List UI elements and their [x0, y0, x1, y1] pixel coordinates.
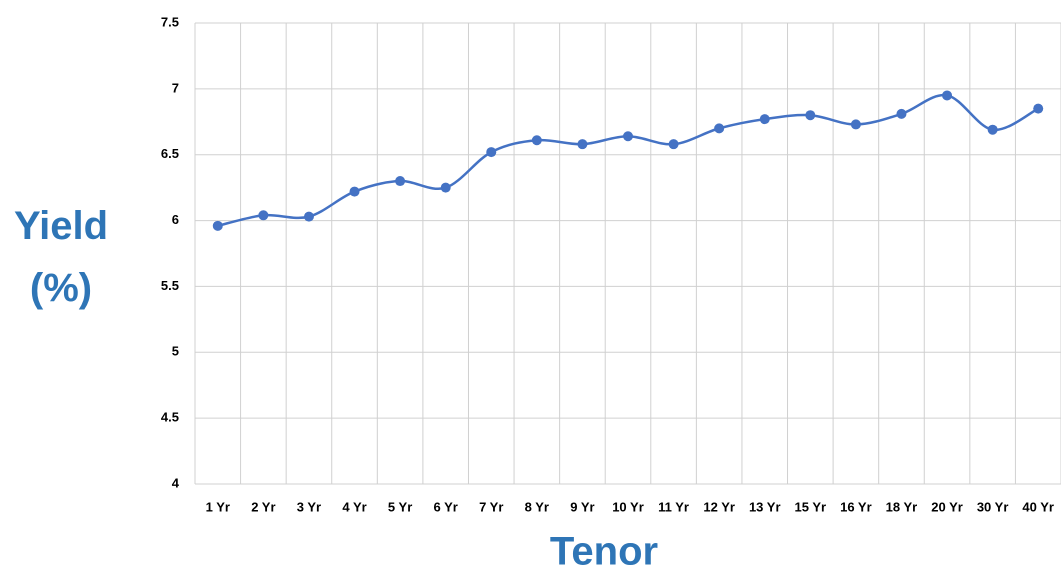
y-tick-label: 4.5 — [161, 410, 179, 425]
x-tick-label: 10 Yr — [612, 499, 644, 514]
x-tick-label: 7 Yr — [479, 499, 503, 514]
x-tick-label: 5 Yr — [388, 499, 412, 514]
series-line — [217, 94, 1039, 228]
data-point — [987, 124, 998, 135]
data-point — [805, 110, 816, 121]
data-point — [942, 90, 953, 101]
data-point — [1033, 103, 1044, 114]
x-tick-label: 18 Yr — [886, 499, 918, 514]
y-tick-label: 7.5 — [161, 14, 179, 29]
data-point — [896, 108, 907, 119]
data-point — [303, 211, 314, 222]
data-point — [668, 139, 679, 150]
data-point — [531, 135, 542, 146]
x-tick-label: 40 Yr — [1022, 499, 1054, 514]
data-point — [759, 114, 770, 125]
data-point — [258, 210, 269, 221]
data-point — [623, 131, 633, 142]
x-tick-label: 13 Yr — [749, 499, 781, 514]
x-tick-label: 9 Yr — [570, 499, 594, 514]
x-tick-label: 1 Yr — [206, 499, 230, 514]
x-axis-title: Tenor — [550, 530, 658, 573]
data-point — [440, 182, 451, 193]
x-tick-label: 4 Yr — [342, 499, 366, 514]
x-tick-label: 30 Yr — [977, 499, 1009, 514]
y-tick-label: 7 — [172, 80, 179, 95]
data-point — [212, 220, 223, 231]
data-point — [850, 119, 861, 130]
x-tick-label: 11 Yr — [658, 499, 689, 514]
x-tick-label: 6 Yr — [434, 499, 458, 514]
data-point — [349, 186, 360, 197]
y-tick-label: 5 — [172, 344, 179, 359]
y-tick-label: 5.5 — [161, 278, 179, 293]
y-tick-label: 4 — [172, 475, 180, 490]
y-tick-label: 6.5 — [161, 146, 179, 161]
x-tick-label: 15 Yr — [795, 499, 827, 514]
x-tick-label: 16 Yr — [840, 499, 872, 514]
y-tick-label: 6 — [172, 212, 179, 227]
x-tick-label: 2 Yr — [251, 499, 275, 514]
x-tick-label: 8 Yr — [525, 499, 549, 514]
data-point — [714, 123, 725, 134]
y-axis-title: Yield (%) — [13, 204, 109, 310]
x-tick-label: 3 Yr — [297, 499, 321, 514]
data-point — [395, 176, 406, 187]
x-tick-label: 12 Yr — [703, 499, 735, 514]
x-tick-label: 20 Yr — [931, 499, 963, 514]
data-point — [486, 147, 497, 158]
data-point — [577, 139, 588, 150]
